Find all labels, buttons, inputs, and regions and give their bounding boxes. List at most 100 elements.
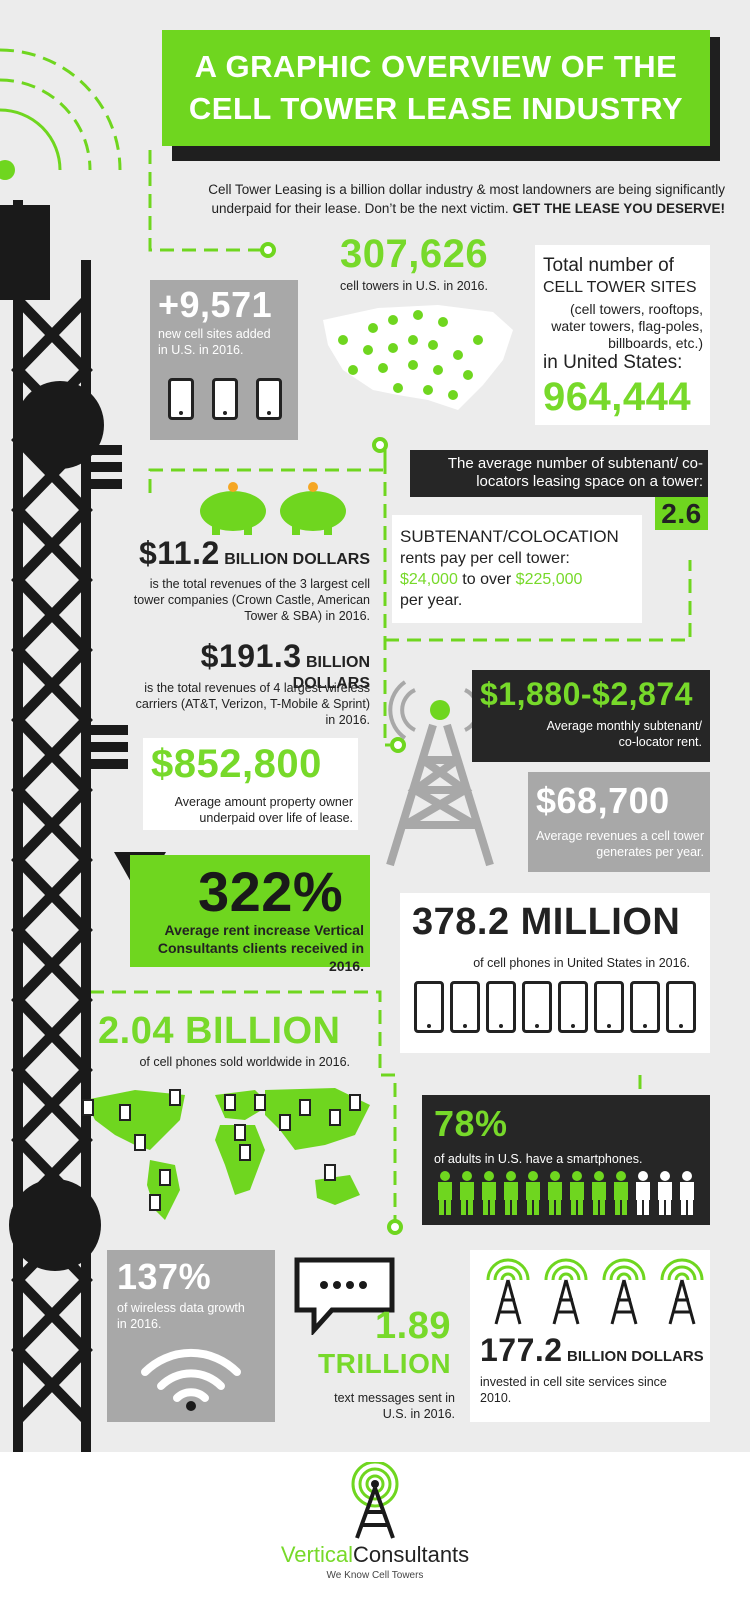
monthly-rent-value: $1,880-$2,874 [480, 676, 693, 712]
towers-value: 307,626 [340, 232, 489, 276]
person-icon [458, 1171, 474, 1220]
towers-label: cell towers in U.S. in 2016. [340, 279, 488, 293]
person-icon [656, 1171, 672, 1220]
smartphones-card: 78% of adults in U.S. have a smartphones… [422, 1095, 710, 1225]
person-icon [546, 1171, 562, 1220]
colocation-mid: to over [462, 571, 512, 588]
piggy-bank-icons [200, 482, 346, 535]
invested-label: invested in cell site services since 201… [480, 1375, 667, 1405]
sites-total-suffix: in United States: [543, 352, 683, 373]
revenue-4-value: $191.3 [200, 638, 302, 674]
footer: VerticalConsultants We Know Cell Towers [0, 1452, 750, 1600]
tower-revenue-label: Average revenues a cell tower generates … [536, 829, 704, 859]
chat-bubble-icon [294, 1257, 395, 1335]
revenue-3-heading: $11.2 BILLION DOLLARS [130, 535, 370, 572]
sites-total-desc: (cell towers, rooftops, water towers, fl… [551, 301, 703, 351]
phone-icon [594, 981, 624, 1033]
phones-world-label: of cell phones sold worldwide in 2016. [139, 1055, 350, 1069]
invested-heading: 177.2 BILLION DOLLARS [480, 1332, 704, 1369]
tower-mini-icon [544, 1258, 588, 1325]
colocation-range: $24,000 to over $225,000 [400, 571, 582, 589]
tower-mini-icon [660, 1258, 704, 1325]
sites-total-value: 964,444 [543, 375, 692, 419]
world-map [82, 1088, 370, 1220]
invested-card: 177.2 BILLION DOLLARS invested in cell s… [470, 1250, 710, 1422]
new-sites-value: +9,571 [158, 284, 273, 325]
intro-text: Cell Tower Leasing is a billion dollar i… [150, 180, 725, 218]
data-growth-card: 137% of wireless data growth in 2016. [107, 1250, 275, 1422]
phone-icon [256, 378, 282, 420]
texts-value-2: TRILLION [318, 1348, 452, 1379]
phone-icon [486, 981, 516, 1033]
logo-wordmark: VerticalConsultants [0, 1542, 750, 1568]
phones-world-value: 2.04 BILLION [98, 1010, 341, 1052]
tower-revenue-value: $68,700 [536, 780, 670, 821]
revenue-4-heading: $191.3 BILLION DOLLARS [130, 638, 370, 693]
revenue-3-value: $11.2 [138, 535, 220, 571]
title-line-2: CELL TOWER LEASE INDUSTRY [188, 91, 684, 126]
subtenants-card: The average number of subtenant/ co-loca… [410, 450, 708, 497]
phone-icon [558, 981, 588, 1033]
sites-total-heading: CELL TOWER SITES [543, 279, 697, 296]
tower-mini-icon [486, 1258, 530, 1325]
new-sites-label: new cell sites added in U.S. in 2016. [158, 327, 271, 357]
texts-value-1: 1.89 [375, 1305, 451, 1347]
wifi-icon [141, 1348, 241, 1411]
colocation-text2: per year. [400, 592, 463, 609]
phone-icon [168, 378, 194, 420]
colocation-heading: SUBTENANT/COLOCATION [400, 527, 619, 546]
intro-cta: GET THE LEASE YOU DESERVE! [512, 201, 725, 216]
person-icon [634, 1171, 650, 1220]
rent-increase-label: Average rent increase Vertical Consultan… [157, 922, 364, 974]
phone-icon [450, 981, 480, 1033]
invested-unit: BILLION DOLLARS [567, 1348, 704, 1365]
phone-icon [212, 378, 238, 420]
tower-mini-icon [602, 1258, 646, 1325]
person-icon [480, 1171, 496, 1220]
colocation-card: SUBTENANT/COLOCATION rents pay per cell … [392, 515, 642, 623]
logo-tower-icon [351, 1462, 399, 1539]
revenue-3-unit: BILLION DOLLARS [224, 551, 370, 568]
tower-icons-row [486, 1258, 704, 1325]
underpaid-label: Average amount property owner underpaid … [174, 795, 353, 825]
person-icon [502, 1171, 518, 1220]
decor-lines [0, 48, 692, 1460]
person-icon [568, 1171, 584, 1220]
intro-body: Cell Tower Leasing is a billion dollar i… [208, 182, 725, 216]
phone-icon [630, 981, 660, 1033]
title-banner: A GRAPHIC OVERVIEW OF THE CELL TOWER LEA… [162, 30, 710, 146]
person-icon [678, 1171, 694, 1220]
sites-total-label: Total number of [543, 255, 674, 276]
monthly-rent-card: $1,880-$2,874 Average monthly subtenant/… [472, 670, 710, 762]
logo-brand-1: Vertical [280, 1542, 353, 1567]
revenue-4-unit: BILLION DOLLARS [292, 654, 370, 692]
person-icon [436, 1171, 452, 1220]
colocation-text1: rents pay per cell tower: [400, 550, 570, 567]
subtenants-label: The average number of subtenant/ co-loca… [447, 455, 703, 490]
smartphones-value: 78% [434, 1103, 508, 1144]
colocation-low: $24,000 [400, 571, 458, 588]
phones-us-card: 378.2 MILLION of cell phones in United S… [400, 893, 710, 1053]
rent-increase-value: 322% [198, 860, 344, 923]
underpaid-value: $852,800 [151, 742, 322, 786]
phones-us-label: of cell phones in United States in 2016. [473, 956, 690, 970]
logo-brand-2: Consultants [352, 1542, 470, 1567]
data-growth-value: 137% [117, 1256, 212, 1297]
phone-icon [522, 981, 552, 1033]
subtenants-value: 2.6 [655, 497, 708, 530]
revenue-4-label: is the total revenues of 4 largest wirel… [135, 681, 370, 727]
logo-tagline: We Know Cell Towers [326, 1570, 424, 1581]
underpaid-card: $852,800 Average amount property owner u… [143, 738, 358, 830]
revenue-3-label: is the total revenues of the 3 largest c… [133, 577, 370, 623]
person-icon [590, 1171, 606, 1220]
new-sites-card: +9,571 new cell sites added in U.S. in 2… [150, 280, 298, 440]
phone-icon [666, 981, 696, 1033]
tower-revenue-card: $68,700 Average revenues a cell tower ge… [528, 772, 710, 872]
invested-value: 177.2 [480, 1332, 563, 1368]
colocation-high: $225,000 [515, 571, 583, 588]
data-growth-label: of wireless data growth in 2016. [117, 1301, 245, 1331]
person-icon [524, 1171, 540, 1220]
phone-icon [414, 981, 444, 1033]
monthly-rent-label: Average monthly subtenant/ co-locator re… [546, 719, 702, 749]
smartphones-label: of adults in U.S. have a smartphones. [434, 1152, 643, 1166]
